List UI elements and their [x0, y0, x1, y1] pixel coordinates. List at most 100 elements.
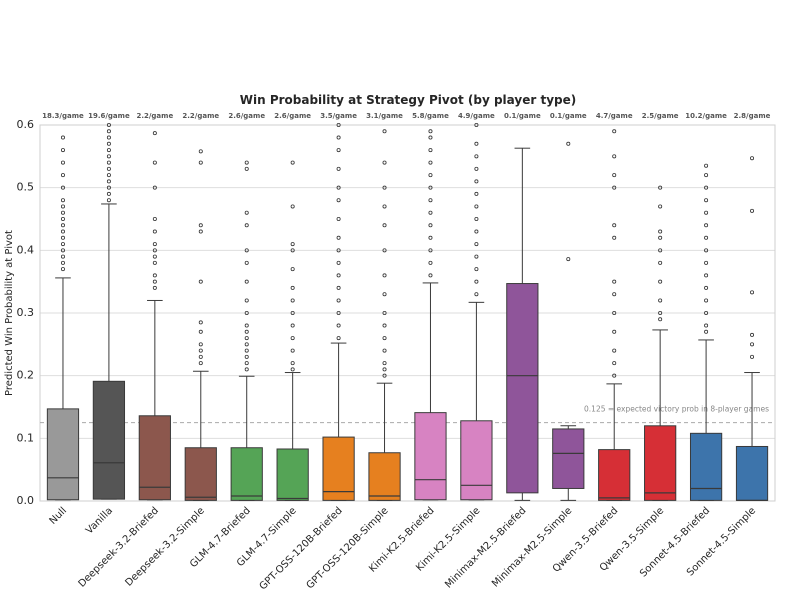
outlier — [60, 198, 65, 203]
outlier — [244, 367, 249, 372]
x-tick-label: GPT-OSS-120B-Briefed — [258, 505, 345, 592]
outlier — [704, 185, 709, 190]
outlier — [612, 361, 617, 366]
outlier — [658, 229, 663, 234]
outlier — [198, 348, 203, 353]
box — [184, 447, 217, 501]
outlier — [704, 173, 709, 178]
outlier — [244, 336, 249, 341]
x-tick-label: Null — [48, 505, 69, 526]
outlier — [106, 160, 111, 165]
outlier — [152, 185, 157, 190]
outlier — [336, 273, 341, 278]
box — [598, 449, 631, 501]
outlier — [704, 310, 709, 315]
outlier — [612, 173, 617, 178]
outlier — [152, 160, 157, 165]
box — [322, 436, 355, 501]
outlier — [704, 298, 709, 303]
outlier — [152, 131, 157, 136]
reference-label: 0.125 = expected victory prob in 8-playe… — [584, 405, 769, 414]
outlier — [244, 354, 249, 359]
box — [46, 408, 80, 501]
outlier — [290, 267, 295, 272]
outlier — [658, 248, 663, 253]
outlier — [612, 279, 617, 284]
outlier — [244, 342, 249, 347]
outlier — [336, 310, 341, 315]
top-label: 2.2/game — [136, 112, 173, 120]
outlier — [474, 191, 479, 196]
outlier — [244, 260, 249, 265]
outlier — [612, 129, 617, 134]
outlier — [60, 242, 65, 247]
outlier — [382, 248, 387, 253]
outlier — [336, 248, 341, 253]
outlier — [244, 223, 249, 228]
outlier — [198, 279, 203, 284]
box — [138, 415, 171, 501]
outlier — [244, 361, 249, 366]
y-tick-label: 0.5 — [17, 181, 35, 194]
outlier — [382, 361, 387, 366]
outlier — [382, 310, 387, 315]
top-label: 3.1/game — [366, 112, 403, 120]
outlier — [474, 216, 479, 221]
outlier — [198, 320, 203, 325]
outlier — [244, 329, 249, 334]
outlier — [428, 235, 433, 240]
outlier — [60, 267, 65, 272]
outlier — [428, 185, 433, 190]
outlier — [750, 156, 755, 161]
outlier — [382, 373, 387, 378]
outlier — [704, 273, 709, 278]
outlier — [612, 310, 617, 315]
outlier — [428, 260, 433, 265]
box — [92, 380, 126, 500]
outlier — [382, 292, 387, 297]
outlier — [428, 223, 433, 228]
outlier — [60, 148, 65, 153]
outlier — [428, 248, 433, 253]
outlier — [382, 348, 387, 353]
outlier — [106, 198, 111, 203]
outlier — [658, 310, 663, 315]
outlier — [152, 279, 157, 284]
outlier — [704, 260, 709, 265]
outlier — [106, 185, 111, 190]
outlier — [60, 210, 65, 215]
box — [460, 420, 493, 501]
outlier — [474, 242, 479, 247]
x-tick-label: Deepseek-3.2-Simple — [124, 505, 207, 588]
outlier — [152, 254, 157, 259]
outlier — [336, 235, 341, 240]
outlier — [152, 229, 157, 234]
outlier — [106, 129, 111, 134]
outlier — [336, 336, 341, 341]
outlier — [428, 173, 433, 178]
outlier — [474, 229, 479, 234]
outlier — [474, 166, 479, 171]
y-tick-label: 0.6 — [17, 118, 35, 131]
outlier — [198, 223, 203, 228]
outlier — [428, 273, 433, 278]
y-axis-label: Predicted Win Probability at Pivot — [4, 230, 15, 396]
top-label: 5.8/game — [412, 112, 449, 120]
outlier — [658, 260, 663, 265]
box — [276, 448, 309, 501]
outlier — [244, 298, 249, 303]
outlier — [290, 336, 295, 341]
outlier — [290, 323, 295, 328]
outlier — [152, 242, 157, 247]
outlier — [704, 210, 709, 215]
outlier — [198, 354, 203, 359]
top-label: 4.9/game — [458, 112, 495, 120]
x-tick-label: Minimax-M2.5-Simple — [490, 505, 574, 589]
outlier — [428, 135, 433, 140]
outlier — [152, 216, 157, 221]
top-label: 19.6/game — [88, 112, 130, 120]
outlier — [60, 235, 65, 240]
x-tick-label: GPT-OSS-120B-Simple — [305, 505, 391, 591]
outlier — [106, 191, 111, 196]
outlier — [244, 348, 249, 353]
